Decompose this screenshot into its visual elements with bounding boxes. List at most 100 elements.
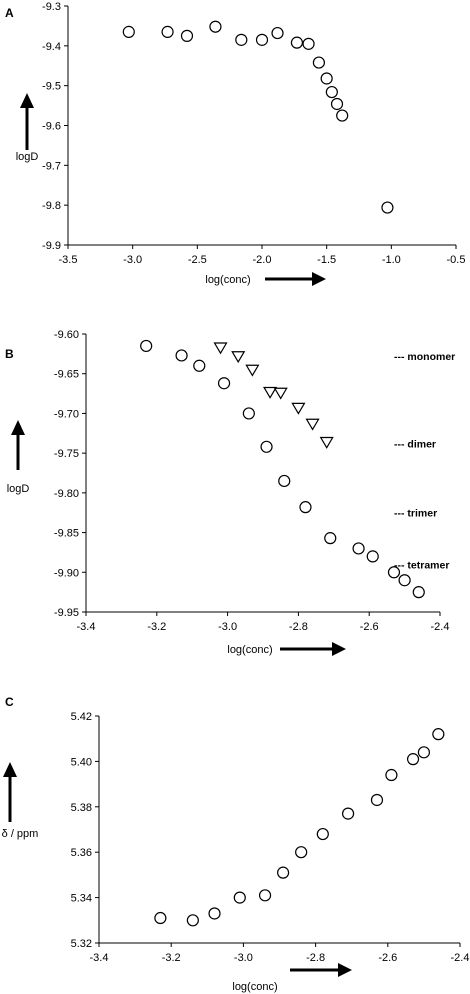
- y-tick-label: -9.9: [42, 240, 61, 252]
- x-tick-label: -2.6: [378, 952, 397, 964]
- series-1: [122, 20, 394, 214]
- data-point-circle: [233, 891, 246, 904]
- data-point-circle: [180, 29, 194, 42]
- panel-label: C: [5, 695, 14, 709]
- y-arrow-head: [3, 762, 17, 777]
- x-arrow-head: [312, 272, 326, 286]
- y-axis-label: logD: [7, 483, 30, 495]
- x-axis-label: log(conc): [205, 274, 250, 286]
- panel-label: B: [5, 347, 14, 361]
- y-tick-label: -9.80: [54, 488, 79, 500]
- y-tick-label: -9.75: [54, 448, 79, 460]
- x-arrow-head: [332, 642, 346, 656]
- y-tick-label: -9.8: [42, 200, 61, 212]
- data-point-triangle: [231, 351, 246, 364]
- series-1: [154, 728, 445, 927]
- data-point-circle: [320, 72, 333, 85]
- y-tick-label: 5.38: [71, 802, 92, 814]
- data-point-circle: [217, 377, 231, 390]
- reference-annotation: --- dimer: [394, 439, 436, 451]
- y-tick-label: -9.65: [54, 369, 79, 381]
- data-point-triangle: [291, 402, 306, 415]
- x-axis-label: log(conc): [227, 644, 272, 656]
- data-point-circle: [260, 440, 273, 453]
- y-tick-label: 5.42: [71, 711, 92, 723]
- data-point-circle: [209, 20, 222, 33]
- y-tick-label: 5.32: [71, 938, 92, 950]
- data-point-circle: [366, 550, 379, 563]
- data-point-circle: [295, 846, 308, 859]
- data-point-circle: [299, 501, 312, 514]
- data-point-circle: [186, 914, 199, 927]
- data-point-circle: [277, 866, 290, 879]
- data-point-circle: [341, 807, 355, 820]
- x-tick-label: -3.4: [90, 952, 109, 964]
- x-tick-label: -2.5: [188, 254, 207, 266]
- x-tick-label: -3.0: [123, 254, 142, 266]
- data-point-circle: [193, 359, 206, 372]
- x-tick-label: -1.5: [317, 254, 336, 266]
- x-axis-label: log(conc): [232, 981, 277, 993]
- data-point-triangle: [305, 418, 320, 431]
- data-point-circle: [412, 586, 425, 599]
- data-point-circle: [175, 349, 188, 362]
- data-point-circle: [255, 33, 269, 46]
- y-tick-label: -9.95: [54, 607, 79, 619]
- x-tick-label: -2.8: [306, 952, 325, 964]
- data-point-circle: [370, 793, 384, 807]
- data-point-circle: [242, 407, 255, 420]
- chart-panel-B: B -9.60 -9.65 -9.70 -9.75 -9.80 -9.85 -9.90 -9.9…: [5, 329, 455, 656]
- x-tick-label: -3.0: [234, 952, 253, 964]
- data-point-circle: [385, 768, 398, 782]
- reference-annotation: --- monomer: [394, 351, 455, 363]
- x-tick-label: -2.6: [360, 621, 379, 633]
- x-tick-label: -3.2: [147, 621, 166, 633]
- chart-panel-A: A -9.3 -9.4 -9.5 -9.6 -9.7 -9.8 -9.9 -3.5 -3.0 -2.…: [5, 1, 465, 286]
- data-point-triangle: [319, 436, 334, 449]
- y-axis-label: logD: [16, 151, 39, 163]
- reference-annotation: --- trimer: [394, 508, 437, 520]
- y-arrow-head: [20, 93, 34, 108]
- y-axis-label: δ / ppm: [2, 828, 39, 840]
- y-tick-label: -9.5: [42, 81, 61, 93]
- data-point-circle: [381, 201, 394, 214]
- y-tick-label: 5.40: [71, 756, 92, 768]
- data-point-circle: [352, 542, 365, 555]
- x-tick-label: -3.5: [59, 254, 78, 266]
- x-tick-label: -3.4: [77, 621, 96, 633]
- y-tick-label: 5.34: [71, 893, 92, 905]
- x-tick-label: -2.4: [431, 621, 450, 633]
- data-point-circle: [417, 746, 430, 759]
- series-1: [140, 339, 425, 599]
- y-tick-label: -9.7: [42, 160, 61, 172]
- data-point-circle: [161, 25, 174, 38]
- series-2: [213, 342, 334, 449]
- y-arrow-head: [11, 420, 25, 435]
- data-point-triangle: [245, 364, 260, 377]
- data-point-circle: [406, 753, 420, 766]
- data-point-triangle: [263, 386, 278, 399]
- x-tick-label: -2.0: [253, 254, 272, 266]
- y-tick-label: -9.90: [54, 567, 79, 579]
- panel-label: A: [5, 6, 14, 20]
- data-point-circle: [312, 56, 326, 69]
- x-tick-label: -2.8: [289, 621, 308, 633]
- x-tick-label: -3.2: [162, 952, 181, 964]
- y-tick-label: -9.70: [54, 408, 79, 420]
- data-point-circle: [258, 889, 272, 902]
- data-point-circle: [387, 566, 401, 579]
- data-point-circle: [290, 36, 304, 49]
- data-point-circle: [140, 339, 153, 353]
- data-point-circle: [316, 827, 329, 841]
- data-point-circle: [235, 33, 248, 46]
- data-point-circle: [432, 728, 445, 741]
- data-point-circle: [398, 574, 411, 587]
- y-tick-label: -9.60: [54, 329, 79, 341]
- data-point-circle: [208, 907, 221, 920]
- x-tick-label: -0.5: [447, 254, 466, 266]
- data-point-circle: [302, 37, 315, 50]
- y-tick-label: -9.85: [54, 528, 79, 540]
- y-tick-label: -9.3: [42, 1, 61, 13]
- data-point-circle: [336, 109, 349, 122]
